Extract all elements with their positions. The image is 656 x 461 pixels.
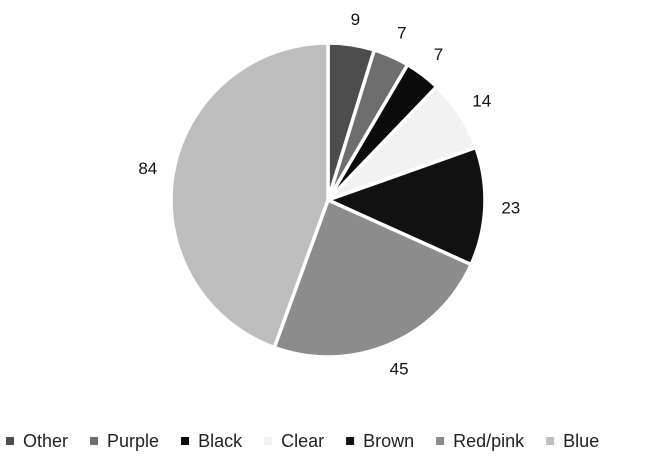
legend-item-red-pink: Red/pink (436, 431, 525, 451)
legend-item-brown: Brown (346, 431, 414, 451)
pie-slices (169, 41, 487, 359)
data-label-black: 7 (434, 45, 443, 64)
legend-swatch (264, 437, 273, 445)
data-label-red-pink: 45 (390, 360, 409, 379)
legend-label: Other (23, 431, 68, 451)
data-labels: 9 7 7 14 23 45 84 (138, 10, 520, 379)
legend-label: Black (198, 431, 243, 451)
pie-slice-blue (169, 41, 330, 350)
legend-swatch (6, 437, 14, 445)
pie-slice-red-pink (272, 198, 473, 359)
legend-label: Clear (281, 431, 324, 451)
data-label-brown: 23 (501, 199, 520, 218)
legend-swatch (346, 437, 355, 445)
data-label-purple: 7 (397, 24, 406, 43)
legend-label: Blue (563, 431, 599, 451)
legend-item-blue: Blue (546, 431, 599, 451)
legend-item-other: Other (6, 431, 68, 451)
legend-label: Brown (363, 431, 414, 451)
legend-item-black: Black (181, 431, 243, 451)
legend-swatch (90, 437, 99, 445)
legend-label: Purple (107, 431, 159, 451)
data-label-clear: 14 (472, 92, 491, 111)
legend-swatch (546, 437, 555, 445)
legend-swatch (181, 437, 190, 445)
legend-label: Red/pink (453, 431, 525, 451)
legend-item-purple: Purple (90, 431, 159, 451)
data-label-other: 9 (351, 10, 360, 29)
data-label-blue: 84 (138, 159, 157, 178)
legend-swatch (436, 437, 445, 445)
legend: Other Purple Black Clear Brown Red/pink Blue (6, 431, 599, 451)
pie-slice-brown (326, 145, 487, 267)
legend-item-clear: Clear (264, 431, 324, 451)
